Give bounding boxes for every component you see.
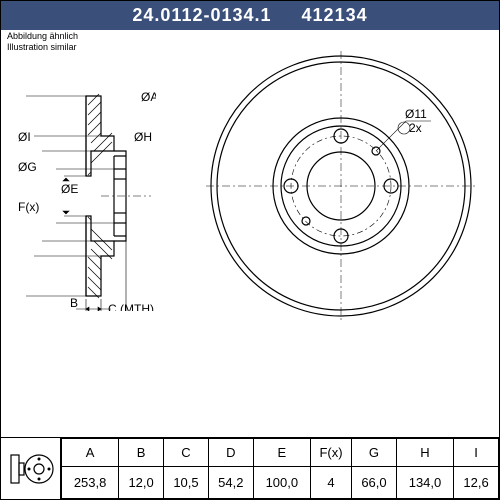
td-E: 100,0 (253, 467, 310, 499)
drawing-area: ØI ØG F(x) ØE ØH ØA B C (MTH) D (1, 31, 499, 371)
label-F: F(x) (18, 200, 39, 214)
label-B: B (70, 296, 78, 310)
th-G: G (352, 439, 397, 467)
bolt-qty: 2x (409, 121, 422, 135)
th-E: E (253, 439, 310, 467)
td-G: 66,0 (352, 467, 397, 499)
label-A: ØA (141, 90, 156, 104)
td-F: 4 (310, 467, 351, 499)
td-I: 12,6 (454, 467, 499, 499)
icon-cell (1, 438, 61, 499)
part-code: 412134 (302, 5, 368, 25)
td-C: 10,5 (164, 467, 209, 499)
td-A: 253,8 (62, 467, 119, 499)
table-area: A B C D E F(x) G H I 253,8 12,0 10,5 54,… (1, 437, 499, 499)
label-H: ØH (134, 130, 152, 144)
th-I: I (454, 439, 499, 467)
th-B: B (119, 439, 164, 467)
table-value-row: 253,8 12,0 10,5 54,2 100,0 4 66,0 134,0 … (62, 467, 499, 499)
th-D: D (208, 439, 253, 467)
th-A: A (62, 439, 119, 467)
label-G: ØG (18, 160, 37, 174)
spec-table: A B C D E F(x) G H I 253,8 12,0 10,5 54,… (61, 438, 499, 499)
th-F: F(x) (310, 439, 351, 467)
diagram-container: 24.0112-0134.1 412134 Abbildung ähnlich … (0, 0, 500, 500)
cross-section-svg: ØI ØG F(x) ØE ØH ØA B C (MTH) D (16, 81, 156, 311)
th-H: H (396, 439, 453, 467)
part-number: 24.0112-0134.1 (132, 5, 271, 25)
label-I: ØI (18, 130, 31, 144)
label-C: C (MTH) (108, 302, 154, 311)
front-view-svg: Ø11 2x (201, 46, 481, 326)
bolt-dia: Ø11 (405, 107, 427, 121)
rotor-icon (7, 445, 55, 493)
td-B: 12,0 (119, 467, 164, 499)
label-E: ØE (61, 182, 78, 196)
header-bar: 24.0112-0134.1 412134 (1, 1, 499, 30)
table-header-row: A B C D E F(x) G H I (62, 439, 499, 467)
td-H: 134,0 (396, 467, 453, 499)
th-C: C (164, 439, 209, 467)
td-D: 54,2 (208, 467, 253, 499)
